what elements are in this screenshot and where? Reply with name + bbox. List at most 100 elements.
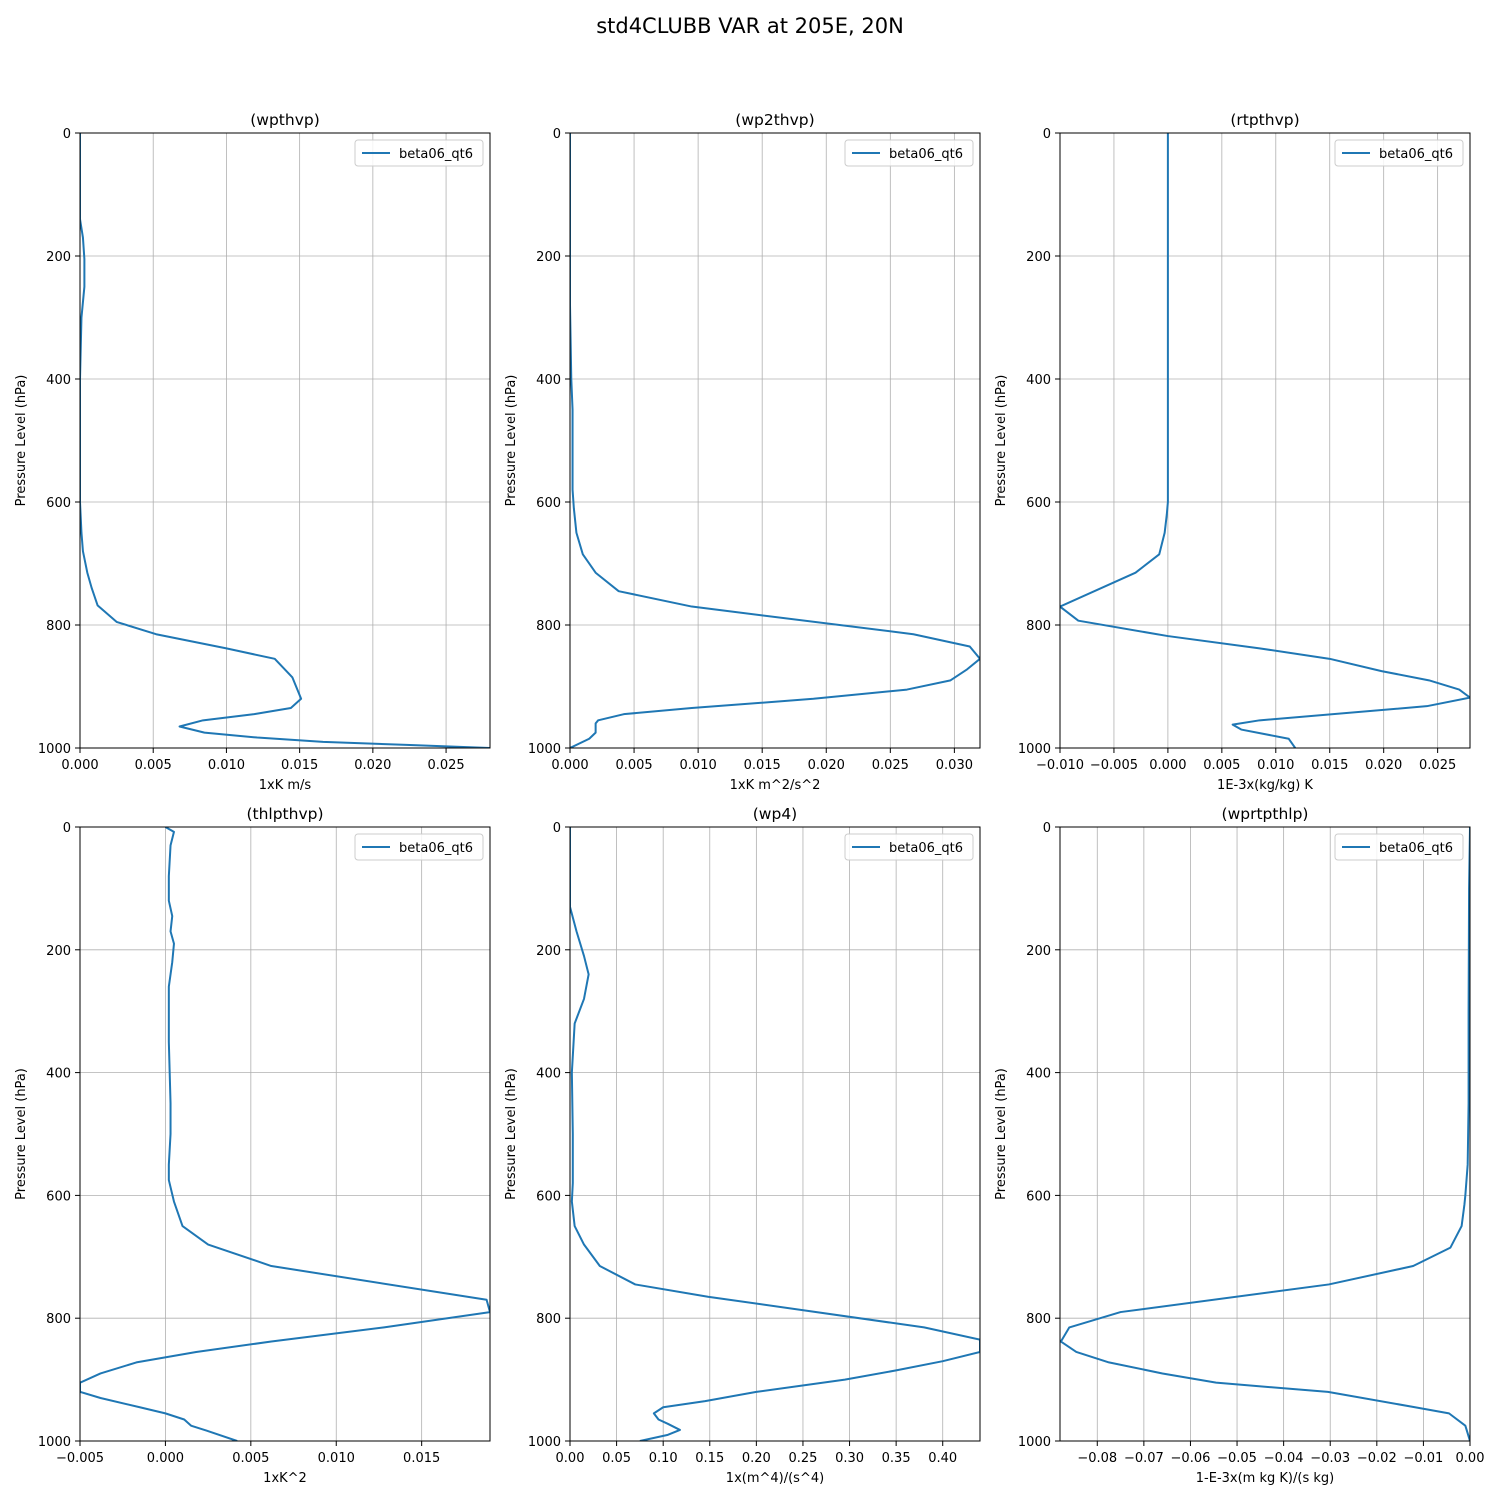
y-tick-label: 600	[536, 496, 561, 511]
y-tick-label: 400	[1026, 1067, 1051, 1082]
y-tick-label: 400	[536, 1067, 561, 1082]
legend-box	[844, 833, 974, 861]
legend: beta06_qt6	[354, 139, 484, 167]
y-tick-label: 0	[63, 821, 71, 836]
y-tick-label: 400	[1026, 373, 1051, 388]
axes-frame	[569, 132, 981, 749]
y-axis-label: Pressure Level (hPa)	[994, 1068, 1009, 1200]
legend-box	[354, 833, 484, 861]
x-tick-label: 0.40	[928, 1451, 957, 1466]
y-axis-label: Pressure Level (hPa)	[14, 375, 29, 507]
series-line	[80, 827, 490, 1441]
y-tick-label: 400	[536, 373, 561, 388]
legend-label: beta06_qt6	[889, 841, 963, 856]
x-tick-label: −0.03	[1310, 1451, 1350, 1466]
x-axis-label: 1E-3x(kg/kg) K	[1217, 778, 1313, 793]
x-tick-label: 0.015	[403, 1451, 440, 1466]
x-tick-label: 0.05	[602, 1451, 631, 1466]
y-tick-label: 200	[46, 944, 71, 959]
y-tick-label: 200	[536, 944, 561, 959]
x-axis-label: 1-E-3x(m kg K)/(s kg)	[1196, 1471, 1334, 1486]
series-line	[570, 133, 980, 748]
x-tick-label: 0.25	[788, 1451, 817, 1466]
legend-label: beta06_qt6	[399, 147, 473, 162]
x-tick-label: 0.015	[281, 758, 318, 773]
x-tick-label: −0.005	[56, 1451, 104, 1466]
x-tick-label: 0.005	[1203, 758, 1240, 773]
legend: beta06_qt6	[844, 139, 974, 167]
y-tick-label: 800	[536, 1312, 561, 1327]
x-tick-label: −0.06	[1171, 1451, 1211, 1466]
x-tick-label: 0.015	[744, 758, 781, 773]
x-tick-label: 0.030	[936, 758, 973, 773]
y-tick-label: 1000	[1018, 1435, 1051, 1450]
legend: beta06_qt6	[1334, 833, 1464, 861]
x-tick-label: −0.02	[1357, 1451, 1397, 1466]
y-tick-label: 0	[553, 821, 561, 836]
x-tick-label: 0.000	[147, 1451, 184, 1466]
x-axis-label: 1x(m^4)/(s^4)	[726, 1471, 824, 1486]
x-tick-label: 0.025	[427, 758, 464, 773]
y-axis-label: Pressure Level (hPa)	[504, 1068, 519, 1200]
x-tick-label: 0.00	[556, 1451, 585, 1466]
y-tick-label: 800	[1026, 619, 1051, 634]
y-tick-label: 200	[536, 250, 561, 265]
y-tick-label: 200	[46, 250, 71, 265]
y-tick-label: 600	[1026, 496, 1051, 511]
x-tick-label: 0.015	[1311, 758, 1348, 773]
y-axis-label: Pressure Level (hPa)	[14, 1068, 29, 1200]
x-tick-label: 0.020	[808, 758, 845, 773]
y-tick-label: 600	[46, 496, 71, 511]
x-tick-label: 0.010	[318, 1451, 355, 1466]
y-axis-label: Pressure Level (hPa)	[994, 375, 1009, 507]
series-line	[1060, 133, 1470, 748]
y-tick-label: 800	[46, 619, 71, 634]
subplot-title: (wp4)	[753, 805, 797, 823]
subplot-1: 0.000 0.005 0.010 0.015 0.020 0.025 0 200 400 600…	[14, 111, 491, 793]
x-tick-label: 0.005	[615, 758, 652, 773]
y-tick-label: 1000	[528, 742, 561, 757]
y-tick-label: 800	[1026, 1312, 1051, 1327]
x-tick-label: −0.05	[1217, 1451, 1257, 1466]
x-tick-label: 0.020	[354, 758, 391, 773]
axes-frame	[79, 826, 491, 1442]
x-tick-label: 0.005	[135, 758, 172, 773]
subplot-6: −0.08 −0.07 −0.06 −0.05 −0.04 −0.03 −0.02 −0.01…	[994, 805, 1484, 1486]
x-tick-label: 0.000	[1149, 758, 1186, 773]
x-tick-label: 0.020	[1365, 758, 1402, 773]
x-tick-label: 0.010	[208, 758, 245, 773]
series-line	[80, 133, 490, 748]
x-axis-label: 1xK m^2/s^2	[730, 778, 821, 793]
x-tick-label: 0.025	[872, 758, 909, 773]
axes-frame	[79, 132, 491, 749]
y-tick-label: 1000	[1018, 742, 1051, 757]
y-axis-label: Pressure Level (hPa)	[504, 375, 519, 507]
x-tick-label: −0.04	[1264, 1451, 1304, 1466]
subplot-title: (rtpthvp)	[1230, 111, 1299, 129]
subplot-4: −0.005 0.000 0.005 0.010 0.015 0 200 400 600 800 1…	[14, 805, 491, 1486]
x-tick-label: 0.005	[232, 1451, 269, 1466]
x-tick-label: 0.000	[551, 758, 588, 773]
y-tick-label: 0	[63, 127, 71, 142]
legend-box	[1334, 833, 1464, 861]
subplot-title: (wprtpthlp)	[1222, 805, 1309, 823]
y-tick-label: 1000	[38, 1435, 71, 1450]
y-tick-label: 200	[1026, 250, 1051, 265]
subplot-title: (wp2thvp)	[735, 111, 814, 129]
y-tick-label: 600	[46, 1189, 71, 1204]
legend-box	[844, 139, 974, 167]
x-axis-label: 1xK m/s	[259, 778, 312, 793]
x-tick-label: 0.20	[742, 1451, 771, 1466]
x-tick-label: −0.005	[1090, 758, 1138, 773]
y-tick-label: 0	[1043, 821, 1051, 836]
x-tick-label: −0.01	[1403, 1451, 1443, 1466]
x-tick-label: −0.08	[1077, 1451, 1117, 1466]
axes-frame	[1059, 826, 1471, 1442]
legend: beta06_qt6	[354, 833, 484, 861]
x-tick-label: 0.010	[680, 758, 717, 773]
x-tick-label: −0.010	[1036, 758, 1084, 773]
x-tick-label: 0.00	[1456, 1451, 1485, 1466]
axes-frame	[569, 826, 981, 1442]
